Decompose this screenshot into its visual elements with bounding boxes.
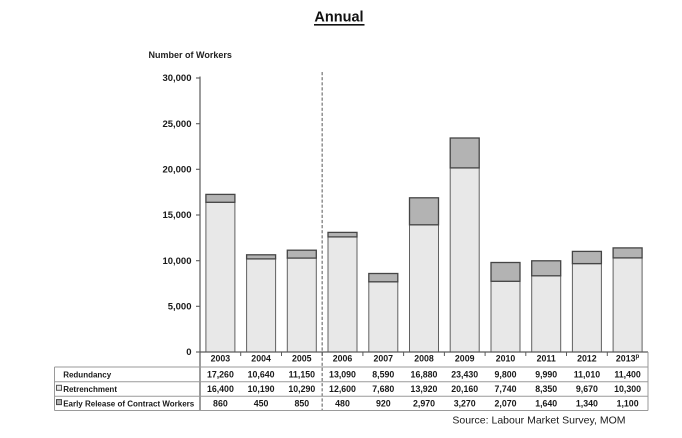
svg-text:2,970: 2,970 (413, 398, 435, 408)
svg-text:25,000: 25,000 (162, 119, 191, 130)
svg-text:8,350: 8,350 (535, 384, 557, 394)
svg-text:Source: Labour Market Survey,: Source: Labour Market Survey, MOM (452, 415, 625, 427)
svg-text:1,100: 1,100 (617, 398, 639, 408)
svg-text:13,920: 13,920 (411, 384, 438, 394)
svg-text:1,640: 1,640 (535, 398, 557, 408)
svg-text:10,000: 10,000 (162, 256, 191, 267)
svg-text:16,880: 16,880 (411, 370, 438, 380)
svg-text:10,190: 10,190 (248, 384, 275, 394)
svg-text:Annual: Annual (314, 10, 363, 26)
svg-text:Early Release of Contract Work: Early Release of Contract Workers (63, 399, 195, 408)
svg-text:3,270: 3,270 (454, 398, 476, 408)
svg-text:2010: 2010 (496, 354, 516, 364)
svg-text:23,430: 23,430 (451, 370, 478, 380)
svg-text:10,290: 10,290 (288, 384, 315, 394)
svg-text:5,000: 5,000 (168, 302, 192, 313)
svg-text:1,340: 1,340 (576, 398, 598, 408)
svg-text:15,000: 15,000 (162, 210, 191, 221)
svg-text:Number of Workers: Number of Workers (149, 50, 232, 60)
svg-text:0: 0 (186, 347, 191, 358)
svg-text:2006: 2006 (333, 354, 353, 364)
svg-text:2008: 2008 (414, 354, 434, 364)
svg-text:30,000: 30,000 (162, 73, 191, 84)
svg-text:11,400: 11,400 (614, 370, 641, 380)
svg-text:8,590: 8,590 (372, 370, 394, 380)
svg-text:2011: 2011 (537, 354, 556, 364)
svg-text:11,010: 11,010 (574, 370, 601, 380)
svg-text:9,670: 9,670 (576, 384, 598, 394)
svg-text:13,090: 13,090 (329, 370, 356, 380)
svg-text:12,600: 12,600 (329, 384, 356, 394)
svg-text:17,260: 17,260 (207, 370, 234, 380)
svg-text:2004: 2004 (251, 354, 271, 364)
svg-text:7,680: 7,680 (372, 384, 394, 394)
svg-text:2013p: 2013p (616, 353, 640, 363)
svg-text:2007: 2007 (374, 354, 394, 364)
svg-text:2009: 2009 (455, 354, 475, 364)
svg-text:9,800: 9,800 (494, 370, 516, 380)
svg-text:10,640: 10,640 (248, 370, 275, 380)
svg-text:20,000: 20,000 (162, 165, 191, 176)
svg-text:16,400: 16,400 (207, 384, 234, 394)
svg-text:9,990: 9,990 (535, 370, 557, 380)
svg-text:2005: 2005 (292, 354, 312, 364)
svg-text:11,150: 11,150 (289, 370, 316, 380)
svg-text:7,740: 7,740 (494, 384, 516, 394)
svg-text:10,300: 10,300 (614, 384, 641, 394)
svg-text:450: 450 (254, 398, 269, 408)
svg-text:Redundancy: Redundancy (63, 371, 112, 380)
svg-text:920: 920 (376, 398, 391, 408)
svg-text:860: 860 (213, 398, 228, 408)
svg-text:480: 480 (335, 398, 350, 408)
svg-text:2,070: 2,070 (494, 398, 516, 408)
svg-text:850: 850 (294, 398, 309, 408)
svg-text:Retrenchment: Retrenchment (63, 385, 117, 394)
svg-text:20,160: 20,160 (451, 384, 478, 394)
svg-text:2012: 2012 (577, 354, 597, 364)
svg-text:2003: 2003 (211, 354, 231, 364)
